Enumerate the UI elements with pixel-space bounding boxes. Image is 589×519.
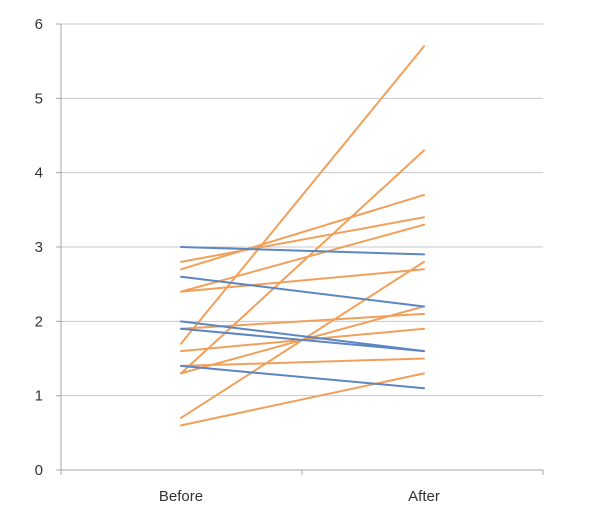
series-line-9 (180, 320, 425, 353)
y-tick-label-4: 4 (35, 165, 43, 182)
series-line-5 (180, 357, 425, 367)
y-tick-label-5: 5 (35, 90, 43, 107)
series-line-11 (180, 364, 425, 390)
series-line-10 (180, 327, 425, 353)
y-tick-label-1: 1 (35, 388, 43, 405)
series-line-15 (180, 223, 425, 293)
gridlines (61, 23, 543, 397)
x-tick-label-after: After (408, 488, 440, 505)
y-tick-label-2: 2 (35, 313, 43, 330)
y-tick-label-3: 3 (35, 239, 43, 256)
series-line-3 (180, 149, 425, 375)
series-lines (180, 45, 425, 427)
y-tick-label-0: 0 (35, 462, 43, 479)
series-line-12 (180, 275, 425, 308)
x-tick-label-before: Before (159, 488, 203, 505)
series-line-14 (180, 268, 425, 293)
x-axis-tick-labels: Before After (159, 488, 440, 505)
series-line-13 (180, 246, 425, 256)
y-tick-label-6: 6 (35, 16, 43, 33)
series-line-16 (180, 193, 425, 271)
series-line-17 (180, 216, 425, 263)
series-line-7 (180, 45, 425, 345)
y-axis-tick-labels: 0 1 2 3 4 5 6 (35, 16, 43, 479)
series-line-1 (180, 372, 425, 427)
axes (56, 23, 544, 475)
